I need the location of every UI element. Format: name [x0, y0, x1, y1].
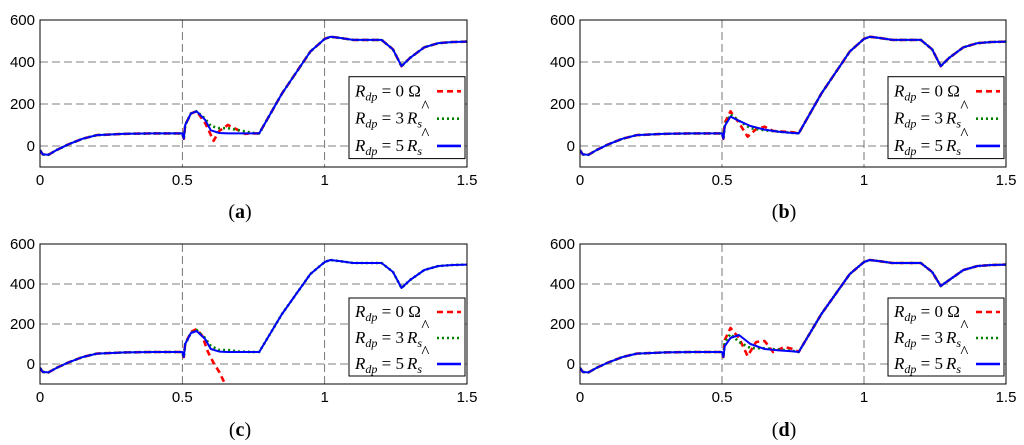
x-tick-label: 1.5 [457, 172, 478, 189]
plot-frame [579, 243, 1007, 385]
hat-mark: ^ [960, 316, 969, 335]
legend-label: Rdp = 5 Rs [354, 136, 422, 158]
series-line-3 [580, 35, 1006, 156]
legend-label: Rdp = 5 Rs [893, 136, 961, 158]
y-tick-label: 400 [550, 276, 575, 293]
y-tick-label: 600 [10, 236, 35, 253]
legend-label: Rdp = 3 Rs [354, 109, 422, 131]
hat-mark: ^ [421, 316, 430, 335]
y-tick-label: 200 [10, 316, 35, 333]
x-tick-label: 0.5 [172, 172, 193, 189]
panel-caption: (c) [229, 419, 251, 441]
hat-mark: ^ [960, 342, 969, 361]
y-tick-label: 400 [10, 276, 35, 293]
panel-caption: (d) [772, 419, 796, 441]
plot-frame [39, 243, 468, 385]
hat-mark: ^ [960, 97, 969, 116]
legend-label: Rdp = 5 Rs [893, 354, 961, 376]
y-tick-label: 200 [550, 316, 575, 333]
legend-label: Rdp = 3 Rs [893, 109, 961, 131]
x-tick-label: 1.5 [996, 389, 1017, 406]
y-tick-label: 0 [27, 138, 35, 155]
x-tick-label: 0.5 [712, 389, 733, 406]
y-tick-label: 200 [10, 96, 35, 113]
y-tick-label: 400 [10, 54, 35, 71]
hat-mark: ^ [421, 97, 430, 116]
x-tick-label: 1.5 [457, 389, 478, 406]
legend-label: Rdp = 0 Ω [893, 302, 960, 324]
legend-label: Rdp = 3 Rs [354, 328, 422, 350]
y-tick-label: 0 [567, 138, 575, 155]
y-tick-label: 400 [550, 54, 575, 71]
hat-mark: ^ [960, 124, 969, 143]
hat-mark: ^ [421, 342, 430, 361]
panel-caption: (a) [228, 201, 251, 223]
plot-frame [39, 19, 468, 168]
series-line-3 [40, 259, 467, 374]
y-tick-label: 0 [27, 356, 35, 373]
y-tick-label: 0 [567, 356, 575, 373]
legend-label: Rdp = 0 Ω [893, 81, 960, 103]
y-tick-label: 600 [10, 12, 35, 29]
panel-caption: (b) [772, 201, 796, 223]
y-tick-label: 600 [550, 12, 575, 29]
x-tick-label: 0.5 [172, 389, 193, 406]
x-tick-label: 1 [320, 389, 328, 406]
x-tick-label: 0 [36, 389, 44, 406]
x-tick-label: 0.5 [712, 172, 733, 189]
series-line-1 [40, 327, 227, 384]
x-tick-label: 0 [576, 172, 584, 189]
x-tick-label: 0 [576, 389, 584, 406]
x-tick-label: 1 [320, 172, 328, 189]
hat-mark: ^ [421, 124, 430, 143]
plot-frame [579, 19, 1007, 168]
series-line-3 [580, 259, 1006, 374]
legend-label: Rdp = 0 Ω [354, 302, 421, 324]
y-tick-label: 600 [550, 236, 575, 253]
x-tick-label: 1 [860, 389, 868, 406]
legend-label: Rdp = 3 Rs [893, 328, 961, 350]
legend-label: Rdp = 0 Ω [354, 81, 421, 103]
x-tick-label: 0 [36, 172, 44, 189]
legend-label: Rdp = 5 Rs [354, 354, 422, 376]
x-tick-label: 1.5 [996, 172, 1017, 189]
x-tick-label: 1 [860, 172, 868, 189]
y-tick-label: 200 [550, 96, 575, 113]
series-line-3 [40, 35, 467, 156]
